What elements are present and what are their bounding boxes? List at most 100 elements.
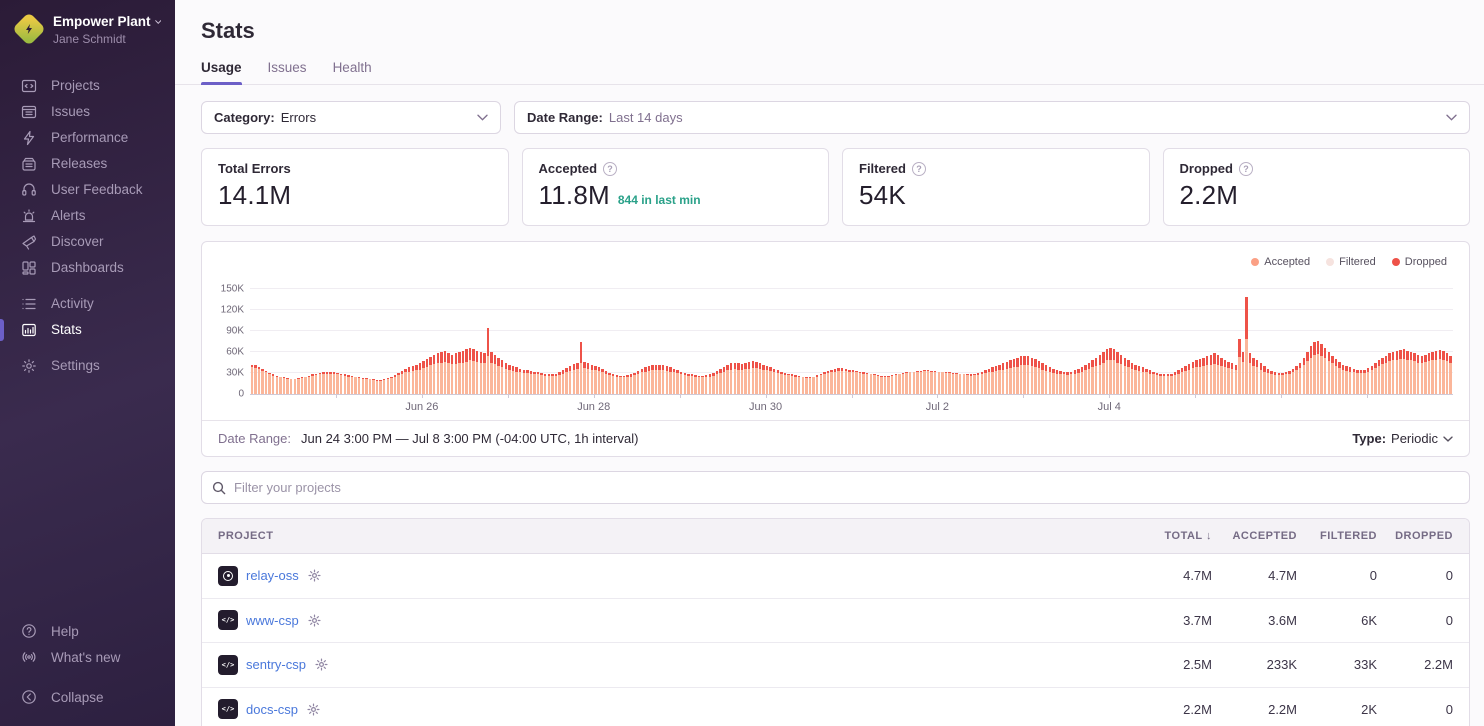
hourly-bar — [747, 361, 751, 394]
hourly-bar — [268, 373, 271, 394]
hourly-bar — [1302, 357, 1305, 394]
hourly-bar — [694, 375, 697, 394]
project-link[interactable]: sentry-csp — [246, 657, 306, 673]
category-select[interactable]: Category: Errors — [201, 101, 501, 134]
hourly-bar — [1220, 357, 1223, 394]
hourly-bar — [1052, 368, 1055, 394]
sidebar-item-settings[interactable]: Settings — [0, 353, 175, 379]
hourly-bar — [1195, 360, 1198, 394]
project-settings-gear-icon[interactable] — [314, 657, 329, 672]
hourly-bar — [1266, 368, 1270, 394]
project-link[interactable]: relay-oss — [246, 568, 299, 584]
stat-card-subtext: 844 in last min — [617, 193, 701, 207]
sidebar-collapse-button[interactable]: Collapse — [0, 684, 175, 710]
settings-icon — [20, 357, 37, 374]
help-icon[interactable]: ? — [1238, 161, 1253, 176]
sidebar-item-user-feedback[interactable]: User Feedback — [0, 177, 175, 203]
sidebar-item-what-s-new[interactable]: What's new — [0, 644, 175, 670]
x-axis-tick — [1281, 394, 1283, 398]
sidebar-item-stats[interactable]: Stats — [0, 317, 175, 343]
help-icon[interactable]: ? — [603, 161, 618, 176]
project-link[interactable]: www-csp — [246, 612, 299, 628]
hourly-bar — [375, 380, 379, 394]
org-switcher[interactable]: Empower Plant Jane Schmidt — [0, 12, 175, 63]
x-axis-tick — [421, 394, 423, 398]
y-axis-tick-label: 60K — [226, 346, 244, 358]
tab-health[interactable]: Health — [332, 60, 372, 75]
hourly-bar — [1062, 371, 1066, 394]
cell-total: 3.7M — [1183, 612, 1212, 628]
hourly-bar — [1377, 360, 1381, 394]
hourly-bar — [275, 375, 279, 394]
x-axis-tick — [679, 394, 681, 398]
hourly-bar — [450, 354, 454, 394]
hourly-bar — [408, 367, 411, 394]
project-settings-gear-icon[interactable] — [307, 613, 322, 628]
x-axis-tick — [765, 394, 767, 398]
legend-item-accepted[interactable]: Accepted — [1251, 256, 1310, 268]
hourly-bar — [1023, 355, 1026, 394]
column-header-accepted[interactable]: ACCEPTED — [1232, 530, 1297, 542]
hourly-bar — [733, 362, 737, 394]
tab-usage[interactable]: Usage — [201, 60, 242, 85]
help-icon[interactable]: ? — [911, 161, 926, 176]
sidebar-item-activity[interactable]: Activity — [0, 291, 175, 317]
hourly-bar — [601, 368, 604, 394]
hourly-bar — [1166, 374, 1169, 394]
x-axis-label: Jun 30 — [749, 401, 783, 413]
project-link[interactable]: docs-csp — [246, 701, 299, 717]
tab-issues[interactable]: Issues — [267, 60, 307, 75]
hourly-bar — [687, 373, 690, 394]
hourly-bar — [780, 371, 783, 394]
hourly-bar — [1055, 370, 1059, 394]
date-range-select[interactable]: Date Range: Last 14 days — [514, 101, 1470, 134]
project-filter-input[interactable] — [234, 480, 1459, 495]
hourly-bar — [393, 375, 397, 394]
hourly-bar — [862, 372, 865, 394]
sidebar-item-discover[interactable]: Discover — [0, 229, 175, 255]
hourly-bar — [1019, 356, 1023, 394]
legend-item-dropped[interactable]: Dropped — [1391, 256, 1447, 268]
sidebar-item-issues[interactable]: Issues — [0, 99, 175, 125]
hourly-bar — [590, 364, 593, 394]
column-header-dropped[interactable]: DROPPED — [1395, 530, 1453, 542]
hourly-bar — [1241, 352, 1245, 394]
hourly-bar — [497, 357, 500, 394]
gridline — [250, 309, 1453, 310]
x-axis-label: Jul 2 — [925, 401, 950, 413]
sidebar-item-releases[interactable]: Releases — [0, 151, 175, 177]
hourly-bar — [1069, 371, 1073, 394]
usage-chart-card: Accepted Filtered Dropped 0 30K 60K 90K 120K 15… — [201, 241, 1470, 457]
hourly-bar — [1159, 373, 1162, 394]
hourly-bar — [1438, 349, 1441, 394]
hourly-bar — [690, 374, 694, 394]
project-settings-gear-icon[interactable] — [306, 702, 321, 717]
legend-item-filtered[interactable]: Filtered — [1326, 256, 1376, 268]
y-axis-tick-label: 120K — [220, 304, 244, 316]
x-axis-tick — [1367, 394, 1369, 398]
sidebar-item-projects[interactable]: Projects — [0, 73, 175, 99]
project-settings-gear-icon[interactable] — [307, 568, 322, 583]
stat-card-label: Total Errors — [218, 161, 291, 176]
sidebar-item-performance[interactable]: Performance — [0, 125, 175, 151]
hourly-bar — [937, 371, 940, 394]
hourly-bar — [851, 370, 855, 394]
hourly-bar — [1352, 368, 1356, 394]
column-header-filtered[interactable]: FILTERED — [1320, 530, 1377, 542]
hourly-bar — [257, 366, 261, 394]
sidebar-item-dashboards[interactable]: Dashboards — [0, 255, 175, 281]
whats-new-icon — [20, 649, 37, 666]
hourly-bar — [1102, 352, 1105, 394]
chart-type-select[interactable]: Type: Periodic — [1352, 431, 1453, 446]
hourly-bar — [1012, 359, 1016, 394]
column-header-project[interactable]: PROJECT — [218, 530, 274, 542]
column-header-total[interactable]: TOTAL ↓ — [1164, 530, 1212, 542]
sidebar-item-alerts[interactable]: Alerts — [0, 203, 175, 229]
relay-avatar — [218, 565, 238, 586]
sidebar-item-help[interactable]: Help — [0, 618, 175, 644]
hourly-bar — [1112, 349, 1116, 394]
hourly-bar — [819, 373, 822, 394]
hourly-bar — [282, 377, 286, 394]
sidebar-item-label: User Feedback — [51, 182, 143, 198]
hourly-bar — [1059, 370, 1062, 394]
